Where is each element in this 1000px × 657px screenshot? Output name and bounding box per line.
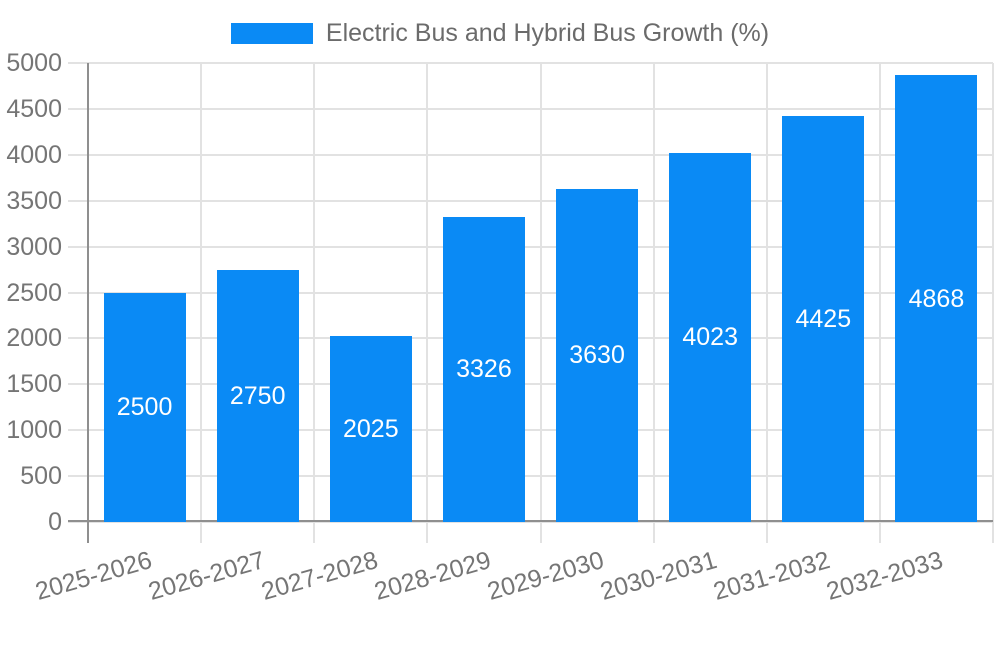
gridline-horizontal <box>68 521 993 523</box>
bar-2032-2033 <box>895 75 978 522</box>
gridline-horizontal <box>68 199 993 202</box>
y-tick-label: 3500 <box>6 186 62 215</box>
y-tick-label: 4000 <box>6 140 62 169</box>
y-tick-label: 5000 <box>6 49 62 77</box>
gridline-horizontal <box>68 337 993 340</box>
gridline-horizontal <box>68 245 993 248</box>
x-axis-line <box>68 520 993 522</box>
gridline-vertical <box>765 63 768 543</box>
bar-value-label: 4425 <box>795 304 852 333</box>
bar-value-label: 2500 <box>116 393 173 422</box>
gridline-horizontal <box>68 107 993 110</box>
gridline-vertical <box>992 63 994 543</box>
bar-2029-2030 <box>556 188 639 522</box>
gridline-vertical <box>426 63 429 543</box>
y-tick-label: 4500 <box>6 94 62 123</box>
gridline-horizontal <box>68 62 993 64</box>
y-tick-label: 1000 <box>6 416 62 445</box>
legend: Electric Bus and Hybrid Bus Growth (%) <box>0 17 1000 49</box>
bar-2030-2031 <box>669 152 752 522</box>
y-tick-label: 2000 <box>6 324 62 353</box>
gridline-horizontal <box>68 429 993 432</box>
bar-value-label: 3326 <box>456 355 512 384</box>
bar-2027-2028 <box>329 336 412 522</box>
bar-value-label: 4023 <box>682 323 738 352</box>
y-tick-label: 500 <box>20 462 62 491</box>
y-tick-label: 2500 <box>6 278 62 307</box>
gridline-vertical <box>313 63 316 543</box>
gridline-vertical <box>200 63 203 543</box>
gridline-horizontal <box>68 383 993 386</box>
gridline-vertical <box>539 63 542 543</box>
gridline-horizontal <box>68 291 993 294</box>
gridline-vertical <box>652 63 655 543</box>
bar-2025-2026 <box>103 292 186 522</box>
bar-2026-2027 <box>216 269 299 522</box>
bar-value-label: 2750 <box>229 381 286 410</box>
plot-area: 0 500 1000 1500 2000 2500 3000 3500 4000 4500 5000… <box>6 49 994 606</box>
gridline-horizontal <box>68 475 993 478</box>
bar-value-label: 2025 <box>343 415 399 444</box>
bar-value-label: 3630 <box>569 341 625 370</box>
bar-2031-2032 <box>782 115 865 522</box>
gridline-vertical <box>878 63 881 543</box>
legend-swatch <box>230 22 313 44</box>
bar-2028-2029 <box>442 216 525 522</box>
y-axis-line <box>87 63 89 543</box>
gridline-horizontal <box>68 153 993 156</box>
y-tick-label: 1500 <box>6 370 62 399</box>
y-tick-label: 0 <box>48 508 62 536</box>
y-tick-label: 3000 <box>6 232 62 261</box>
legend-label: Electric Bus and Hybrid Bus Growth (%) <box>325 19 770 47</box>
bar-value-label: 4868 <box>908 284 965 313</box>
